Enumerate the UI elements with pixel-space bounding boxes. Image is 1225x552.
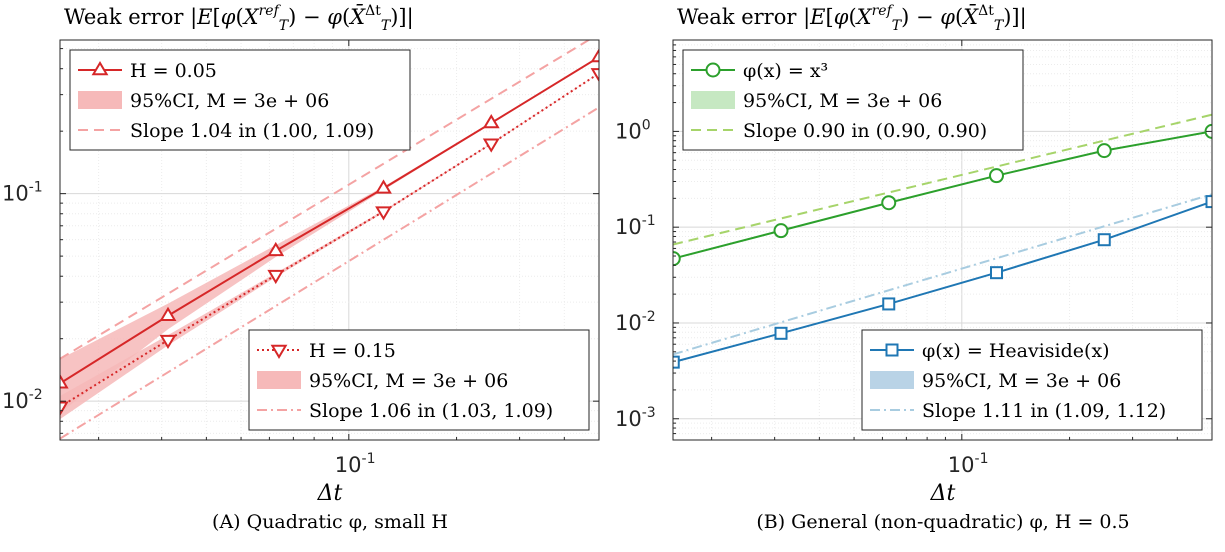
y-tick-label: 10-3 (615, 405, 656, 431)
legend-patch (78, 91, 122, 109)
series-line-0 (60, 56, 599, 385)
y-tick-label: 10-1 (615, 213, 656, 239)
data-point (773, 223, 789, 239)
data-layer (673, 113, 1212, 369)
legend-label: φ(x) = x³ (743, 60, 828, 82)
series-line-0 (673, 130, 1212, 260)
legend-label: Slope 1.04 in (1.00, 1.09) (130, 120, 374, 142)
legend-marker (91, 61, 109, 76)
data-point (989, 266, 1003, 280)
legend-marker (270, 344, 288, 359)
data-point (375, 179, 392, 194)
data-point (267, 269, 285, 285)
legend-patch (257, 371, 301, 389)
data-point (482, 138, 500, 153)
legend-label: Slope 0.90 in (0.90, 0.90) (743, 120, 987, 142)
legend-top-left: φ(x) = x³ 95%CI, M = 3e + 06 Slope 0.90 in… (682, 49, 1024, 151)
legend-label: Slope 1.11 in (1.09, 1.12) (922, 400, 1166, 422)
legend-label: φ(x) = Heaviside(x) (922, 340, 1110, 362)
legend-bottom-right: φ(x) = Heaviside(x) 95%CI, M = 3e + 06 Slo… (861, 329, 1203, 431)
data-point (159, 306, 177, 321)
legend-label: 95%CI, M = 3e + 06 (922, 370, 1121, 392)
panel-caption: (A) Quadratic φ, small H (212, 511, 448, 533)
x-tick-label: 10-1 (335, 451, 376, 477)
data-point (375, 206, 392, 221)
slope-line-0 (673, 113, 1212, 246)
chart-title: Weak error |E[φ(XrefT) − φ(X̄ΔtT)]| (64, 3, 414, 34)
data-layer (60, 40, 599, 440)
legend-marker (885, 343, 899, 357)
chart-title: Weak error |E[φ(XrefT) − φ(X̄ΔtT)]| (677, 3, 1027, 34)
legend-patch (870, 371, 914, 389)
legend-label: H = 0.05 (130, 60, 217, 82)
legend-marker (705, 62, 721, 78)
legend-label: Slope 1.06 in (1.03, 1.09) (309, 400, 553, 422)
data-point (159, 334, 177, 350)
y-tick-label: 100 (615, 117, 651, 143)
data-point (1096, 143, 1112, 159)
data-point (1205, 195, 1212, 209)
data-point (881, 195, 897, 211)
axes-box (672, 39, 1213, 441)
data-point (774, 326, 788, 340)
data-point (590, 68, 599, 83)
y-tick-label: 10-1 (2, 180, 43, 206)
chart-panel-b: 10-1 10-3 10-2 10-1 100 Weak error |E[φ(XrefT… (615, 3, 1213, 533)
slope-line-1 (673, 193, 1212, 356)
legend-patch (691, 91, 735, 109)
legend-label: 95%CI, M = 3e + 06 (309, 370, 508, 392)
legend-box (248, 329, 590, 431)
legend-box (69, 49, 411, 151)
y-tick-label: 10-2 (2, 387, 43, 413)
legend-top-left: H = 0.05 95%CI, M = 3e + 06 Slope 1.04 in … (69, 49, 411, 151)
legend-label: 95%CI, M = 3e + 06 (130, 90, 329, 112)
x-axis-label: Δt (930, 481, 956, 506)
data-point (482, 114, 500, 129)
x-tick-label: 10-1 (948, 451, 989, 477)
legend-bottom-right: H = 0.15 95%CI, M = 3e + 06 Slope 1.06 in … (248, 329, 590, 431)
data-point (1097, 233, 1111, 247)
data-point (590, 48, 599, 63)
y-tick-label: 10-2 (615, 309, 656, 335)
series-line-1 (673, 200, 1212, 364)
data-point (988, 168, 1004, 184)
data-point (267, 241, 285, 257)
legend-box (861, 329, 1203, 431)
slope-line-0 (60, 40, 591, 360)
data-point (882, 297, 896, 311)
panel-caption: (B) General (non-quadratic) φ, H = 0.5 (756, 511, 1129, 533)
series-line-1 (60, 72, 599, 408)
legend-label: H = 0.15 (309, 340, 396, 362)
legend-label: 95%CI, M = 3e + 06 (743, 90, 942, 112)
chart-panel-a: 10-1 10-2 10-1 Weak error |E[φ(XrefT) − φ(X… (2, 3, 600, 533)
slope-line-1 (60, 106, 599, 440)
legend-box (682, 49, 1024, 151)
x-axis-label: Δt (317, 481, 343, 506)
